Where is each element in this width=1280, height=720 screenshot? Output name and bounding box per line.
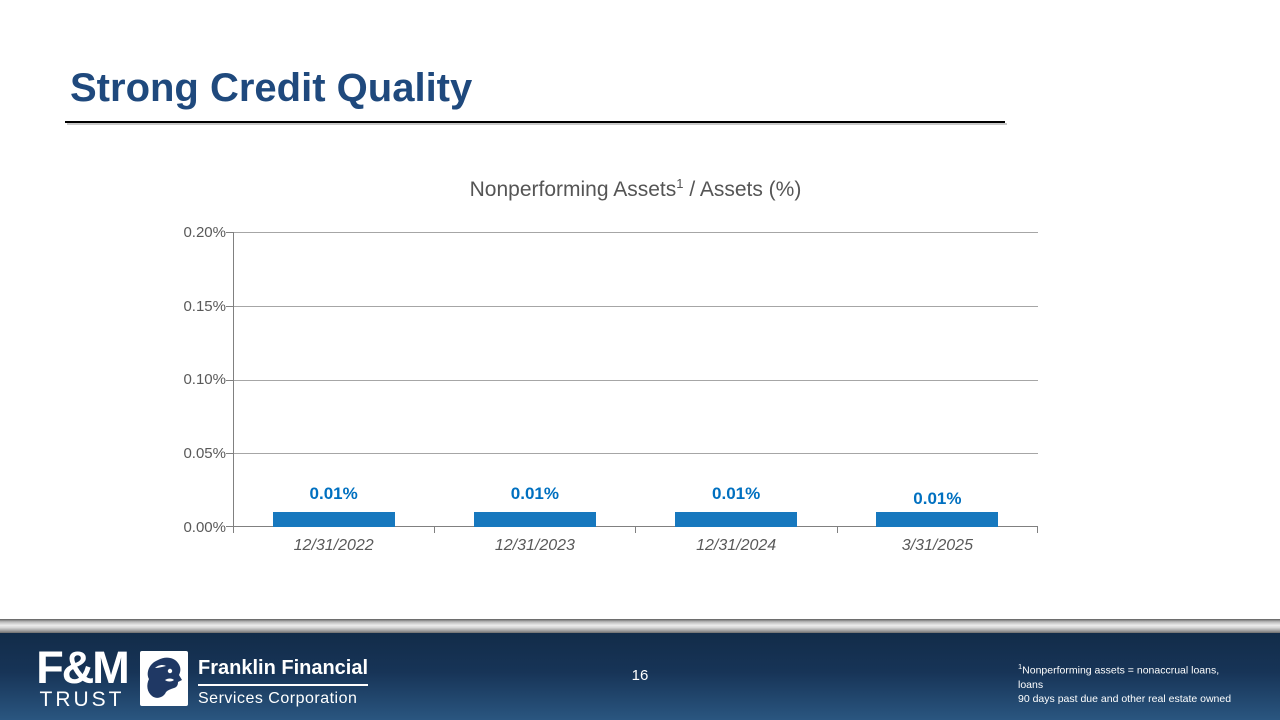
bar-series: 0.01% 0.01% 0.01% 0.01% <box>233 232 1038 527</box>
franklin-financial-name: Franklin Financial <box>198 657 369 686</box>
bar-value-label: 0.01% <box>913 489 962 509</box>
gridline <box>233 232 1038 233</box>
x-tick-mark <box>434 527 435 533</box>
bar-value-label: 0.01% <box>510 484 559 504</box>
bar <box>473 512 596 527</box>
franklin-financial-subname: Services Corporation <box>198 690 358 707</box>
footnote: 1Nonperforming assets = nonaccrual loans… <box>1018 660 1238 706</box>
chart-title-superscript: 1 <box>676 176 684 191</box>
footnote-superscript: 1 <box>1018 662 1023 671</box>
gridline <box>233 380 1038 381</box>
x-tick-mark <box>635 527 636 533</box>
bar <box>272 512 395 527</box>
footnote-line1: Nonperforming assets = nonaccrual loans,… <box>1018 664 1220 691</box>
page-number: 16 <box>631 667 649 684</box>
y-tick-label: 0.15% <box>183 298 226 315</box>
gridline <box>233 306 1038 307</box>
fm-trust-logo-text: F&M <box>36 642 129 693</box>
bar-value-label: 0.01% <box>309 484 358 504</box>
x-tick-mark <box>1037 527 1038 533</box>
footer-silver-band <box>0 619 1280 633</box>
y-tick-mark <box>226 380 233 381</box>
chart-plot-area <box>226 232 1038 533</box>
x-tick-label: 12/31/2022 <box>293 537 374 554</box>
x-tick-label: 12/31/2024 <box>696 537 777 554</box>
franklin-portrait-icon <box>140 651 188 706</box>
y-axis-line <box>233 232 234 533</box>
chart-title: Nonperforming Assets1 / Assets (%) <box>233 176 1038 202</box>
x-tick-mark <box>233 527 234 533</box>
y-tick-label: 0.10% <box>183 371 226 388</box>
fm-trust-logo: F&M TRUST <box>28 642 136 711</box>
bar-value-label: 0.01% <box>712 484 761 504</box>
bar-group: 0.01% <box>233 232 434 527</box>
chart-title-rest: / Assets (%) <box>683 178 802 201</box>
y-tick-mark <box>226 526 233 527</box>
x-tick-mark <box>837 527 838 533</box>
x-axis-line <box>233 526 1038 527</box>
bar <box>876 512 999 527</box>
y-tick-label: 0.20% <box>183 224 226 241</box>
page-title: Strong Credit Quality <box>70 66 473 110</box>
x-tick-label: 3/31/2025 <box>901 537 973 554</box>
y-tick-mark <box>226 306 233 307</box>
footnote-line2: 90 days past due and other real estate o… <box>1018 692 1232 705</box>
fm-trust-logo-subtext: TRUST <box>39 688 125 711</box>
x-axis-labels: 12/31/2022 12/31/2023 12/31/2024 3/31/20… <box>233 537 1038 555</box>
chart-title-main: Nonperforming Assets <box>469 178 677 201</box>
title-divider <box>65 121 1005 123</box>
gridline <box>233 453 1038 454</box>
bar-group: 0.01% <box>636 232 837 527</box>
x-tick-label: 12/31/2023 <box>494 537 575 554</box>
bar-group: 0.01% <box>837 232 1038 527</box>
y-tick-label: 0.00% <box>183 519 226 536</box>
bar-group: 0.01% <box>434 232 635 527</box>
y-tick-mark <box>226 232 233 233</box>
y-tick-label: 0.05% <box>183 445 226 462</box>
bar <box>675 512 798 527</box>
footer-band <box>0 633 1280 720</box>
y-tick-mark <box>226 453 233 454</box>
franklin-financial-logo: Franklin Financial Services Corporation <box>198 657 369 708</box>
